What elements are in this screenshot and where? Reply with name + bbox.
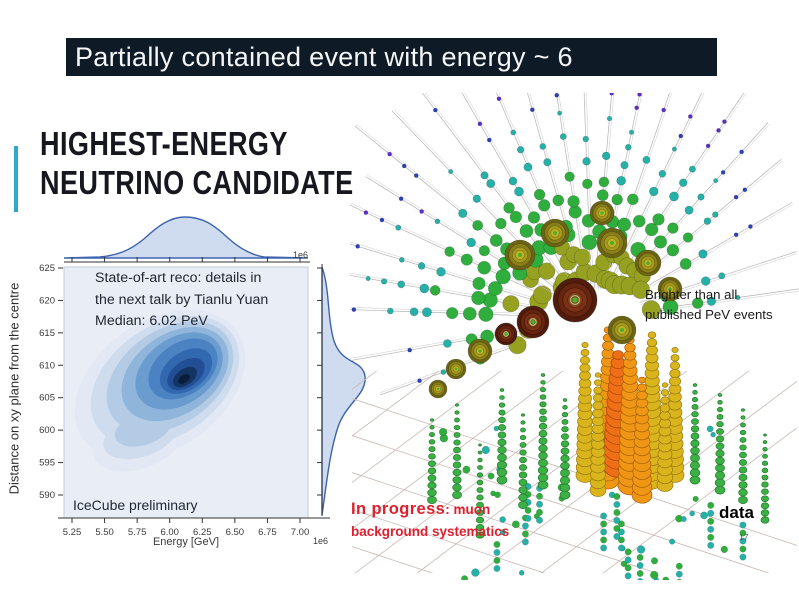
page-number: 17 <box>739 532 749 542</box>
kde-jointplot: 5.25 5.50 5.75 6.00 6.25 6.50 6.75 7.00 590 595 60… <box>39 216 366 538</box>
data-label: data <box>719 503 754 522</box>
in-progress-strong: In progress <box>351 500 446 518</box>
svg-text:610: 610 <box>39 360 55 371</box>
svg-text:615: 615 <box>39 328 55 339</box>
svg-text:5.75: 5.75 <box>128 527 147 538</box>
kde-annotation-line1: State-of-art reco: details in <box>95 270 262 286</box>
kde-contours <box>74 309 246 472</box>
heading-line1: HIGHEST-ENERGY <box>40 125 288 162</box>
kde-y-axis-label: Distance on xy plane from the centre <box>6 282 22 495</box>
kde-annotation: State-of-art reco: details in the next t… <box>95 268 325 333</box>
svg-text:7.00: 7.00 <box>291 527 310 538</box>
kde-annotation-line2: the next talk by Tianlu Yuan <box>95 291 269 308</box>
event-display-3d <box>350 93 799 580</box>
in-progress-note: In progress: muon <box>351 500 490 519</box>
brighter-note-line2: published PeV events <box>645 306 773 322</box>
svg-text:590: 590 <box>39 490 55 501</box>
svg-text:595: 595 <box>39 458 55 469</box>
svg-text:5.25: 5.25 <box>63 527 82 538</box>
kde-top-marginal <box>63 216 309 259</box>
slide-title-bar: Partially contained event with energy ~ … <box>66 38 717 76</box>
floor-grid <box>352 371 797 573</box>
svg-text:625: 625 <box>39 263 55 274</box>
in-progress-rest: : muon <box>445 502 491 517</box>
heading-accent-bar <box>14 146 18 212</box>
svg-text:6.50: 6.50 <box>226 527 245 538</box>
radiating-strings <box>350 93 799 396</box>
svg-text:600: 600 <box>39 425 55 436</box>
kde-x-axis-label: Energy [GeV] <box>152 536 220 548</box>
kde-bottom-axis-offset: 1e6 <box>313 536 329 546</box>
svg-text:605: 605 <box>39 393 55 404</box>
brighter-note-line1: Brighter than all <box>645 287 738 302</box>
slide-title: Partially contained event with energy ~ … <box>75 41 573 72</box>
svg-text:6.25: 6.25 <box>193 527 212 538</box>
kde-right-marginal <box>321 266 366 516</box>
kde-axis-ticks: 5.25 5.50 5.75 6.00 6.25 6.50 6.75 7.00 590 595 60… <box>39 257 322 538</box>
kde-top-axis-offset: 1e6 <box>293 250 309 260</box>
kde-watermark: IceCube preliminary <box>73 497 198 513</box>
svg-text:6.00: 6.00 <box>160 527 179 538</box>
in-progress-note-line2: background systematics <box>351 524 510 539</box>
olive-hit-stacks <box>428 200 683 399</box>
heading-line2: NEUTRINO CANDIDATE <box>40 164 354 201</box>
kde-annotation-line3: Median: 6.02 PeV <box>95 313 208 329</box>
dom-columns <box>427 326 770 539</box>
svg-text:620: 620 <box>39 295 55 306</box>
brown-spheres <box>494 277 598 346</box>
brighter-note: Brighter than all published PeV events <box>645 285 773 324</box>
svg-text:6.75: 6.75 <box>258 527 277 538</box>
section-heading: HIGHEST-ENERGY NEUTRINO CANDIDATE <box>40 124 354 202</box>
svg-text:5.50: 5.50 <box>95 527 114 538</box>
